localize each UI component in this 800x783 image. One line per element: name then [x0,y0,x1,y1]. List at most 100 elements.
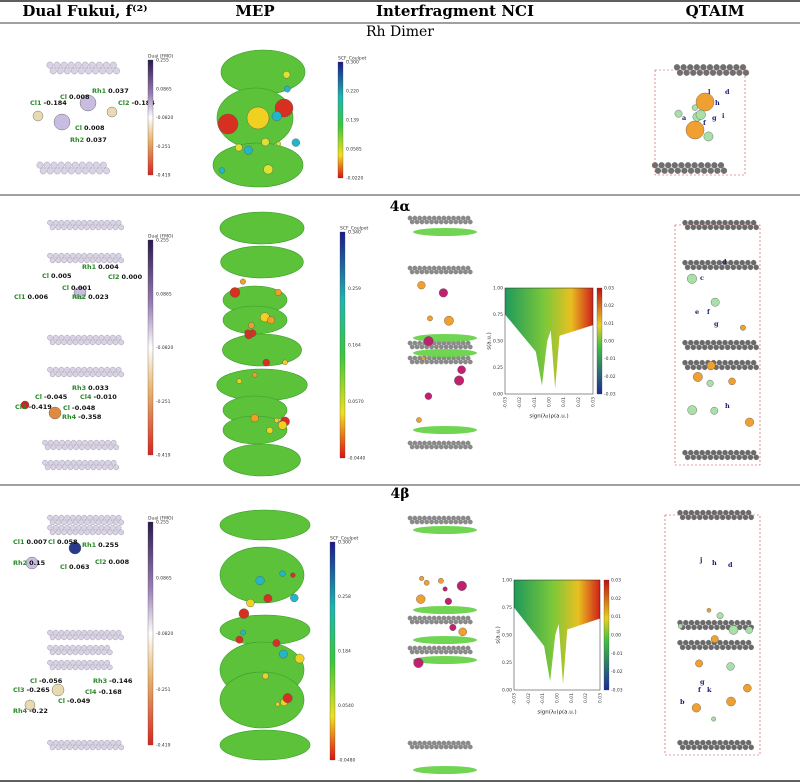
atom [78,224,84,231]
atom-sphere [51,683,65,697]
atom [458,444,463,450]
atom [59,439,65,446]
atom [75,366,82,373]
atom [82,459,88,466]
mep-surface [219,211,305,245]
atom [451,615,456,621]
molecule-ring [47,514,124,526]
atom [56,444,62,451]
atom [76,439,83,446]
atom [112,634,119,641]
atom [98,524,105,531]
atom [730,454,737,461]
atom-value: -0.358 [78,413,102,421]
atom-name: Cl [60,93,67,101]
atom [699,449,705,456]
atom [713,454,719,461]
atom-name: Cl [58,697,65,705]
atom [53,167,61,175]
atom-value: -0.049 [67,697,91,705]
atom [456,515,461,521]
colorbar-tick-label: 0.00 [604,339,614,345]
atom [465,340,471,346]
atom [64,739,70,746]
y-tick-label: 0.75 [493,312,503,318]
atom [112,529,119,536]
atom-value: 0.008 [69,93,90,101]
atom [115,739,122,746]
column-header: QTAIM [686,2,745,20]
atom [44,444,51,451]
atom [742,744,749,751]
atom-sphere [68,541,82,555]
atom [745,509,752,516]
atom [742,454,748,461]
atom [753,224,759,231]
x-tick-label: -0.03 [503,397,509,409]
atom [72,649,79,656]
atom-sphere [423,336,434,346]
atom [49,634,56,641]
atom-name: Cl3 [13,686,25,694]
atom [687,167,695,174]
atom [63,67,71,75]
atom [742,514,749,521]
atom [456,440,461,446]
molecule-ring [407,515,473,525]
atom [681,167,688,174]
atom-sphere [444,315,454,326]
atom [434,444,439,450]
atom [87,659,93,666]
atom [696,344,702,351]
atom [722,339,728,346]
atom [53,459,60,466]
atom-value: 0.037 [86,136,107,144]
atom [104,334,110,341]
atom [453,744,459,750]
atom-label: Cl4 -0.168 [85,688,122,696]
atom [47,252,53,259]
atom [422,440,427,446]
atom-label: Cl -0.045 [35,393,68,401]
atom [67,464,74,471]
atom [736,344,742,351]
atom [95,224,102,231]
atom [87,366,93,373]
atom-value: 0.004 [98,263,119,271]
y-tick-label: 1.00 [493,286,503,292]
atom [110,514,116,521]
atom [729,69,736,76]
atom [431,740,437,746]
atom [88,61,96,69]
atom [716,359,723,366]
atom [409,344,415,350]
atom [407,615,413,621]
atom [458,219,463,225]
atom-name: Cl2 [95,558,107,566]
atom [67,519,73,526]
atom [726,64,733,71]
atom [745,739,752,746]
atom [47,644,53,651]
colorbar [596,287,603,395]
atom [419,219,425,225]
atom-sphere [711,716,717,722]
atom [748,644,754,651]
atom-sphere [438,288,448,298]
atom [87,514,93,521]
atom-name: Cl2 [118,99,130,107]
qtaim-label: f [698,686,702,694]
atom [719,264,725,271]
atom [118,529,124,536]
atom [64,334,70,341]
atom [747,264,754,271]
atom-value: 0.033 [88,384,109,392]
atom [690,454,697,461]
atom [52,739,59,746]
atom-label: Rh2 0.037 [70,136,107,144]
atom [424,359,430,365]
atom-name: Rh2 [72,293,86,301]
atom [687,219,694,226]
atom [434,649,439,655]
